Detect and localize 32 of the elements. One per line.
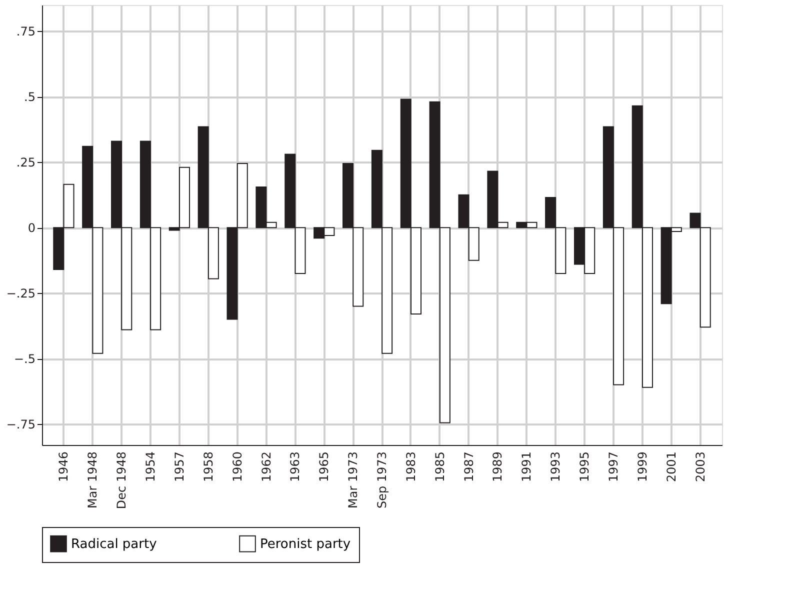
x-tick-label: 1962 (259, 452, 274, 482)
x-tick-label: 1983 (404, 452, 418, 482)
x-tick-label: 1997 (606, 452, 620, 482)
x-tick-label: 1958 (201, 452, 216, 482)
y-tick-label: .25 (16, 156, 36, 170)
x-tick-label: Mar 1948 (86, 452, 100, 508)
legend-label: Peronist party (260, 536, 351, 552)
x-tick-label: 1989 (490, 452, 505, 482)
x-tick-label: 1987 (462, 452, 476, 482)
x-tick-label: Dec 1948 (114, 452, 129, 510)
x-tick-label: 1985 (432, 452, 447, 482)
x-tick-label: 2003 (693, 452, 708, 482)
x-tick-label: Mar 1973 (346, 452, 360, 508)
y-tick-label: −.5 (14, 352, 36, 366)
x-tick-label: Sep 1973 (375, 452, 389, 508)
x-tick-label: 1995 (578, 452, 592, 482)
x-tick-label: 1957 (172, 452, 186, 482)
x-tick-label: 1954 (144, 452, 158, 482)
x-tick-label: 1999 (635, 452, 650, 482)
x-tick-label: 1946 (56, 452, 71, 482)
y-tick-label: .5 (24, 90, 36, 104)
y-tick-label: −.75 (6, 418, 36, 432)
y-tick-label: −.25 (6, 286, 36, 301)
legend-label: Radical party (71, 536, 158, 552)
x-tick-label: 2001 (664, 452, 678, 482)
y-tick-label: .75 (16, 24, 36, 39)
x-tick-label: 1965 (317, 452, 332, 482)
x-tick-label: 1993 (548, 452, 563, 482)
x-tick-label: 1991 (520, 452, 534, 482)
x-tick-label: 1963 (288, 452, 302, 482)
x-tick-label: 1960 (230, 452, 244, 482)
y-tick-label: 0 (28, 221, 36, 236)
